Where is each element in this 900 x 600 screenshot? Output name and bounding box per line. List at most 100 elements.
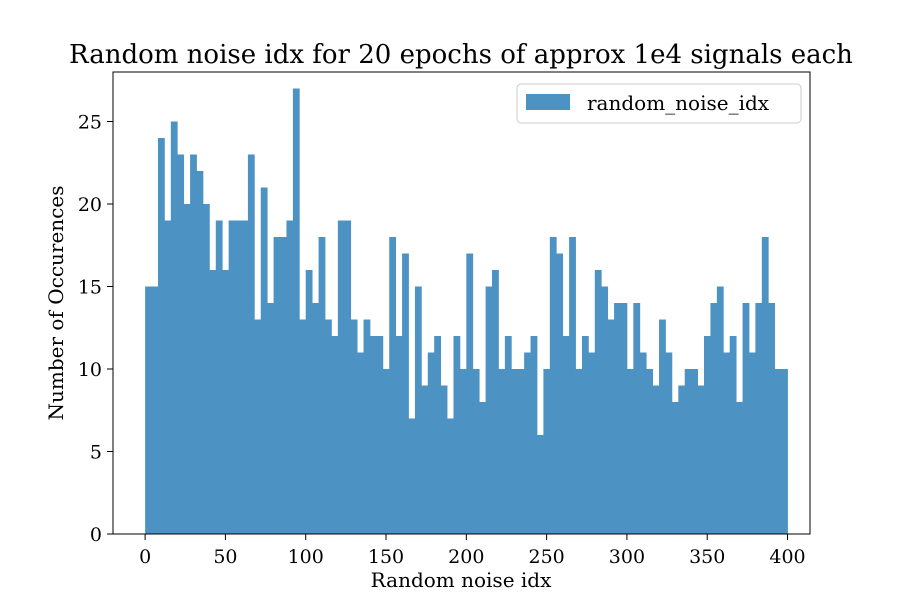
histogram-bar	[736, 402, 743, 534]
histogram-bar	[742, 303, 750, 534]
histogram-bar	[151, 286, 159, 534]
histogram-bar	[350, 319, 358, 534]
y-tick-label: 10	[78, 359, 102, 381]
x-tick-label: 200	[448, 546, 484, 568]
histogram-bar	[447, 418, 454, 534]
histogram-bar	[427, 352, 435, 534]
histogram-bar	[145, 286, 152, 534]
histogram-bar	[190, 154, 197, 534]
histogram-bar	[614, 303, 621, 534]
histogram-bar	[267, 303, 274, 534]
histogram-bar	[659, 319, 666, 534]
histogram-bar	[280, 237, 287, 534]
x-tick-label: 150	[368, 546, 404, 568]
histogram-bar	[170, 121, 178, 534]
y-tick-label: 15	[78, 277, 102, 299]
histogram-bar	[536, 435, 544, 534]
histogram-bar	[588, 352, 596, 534]
histogram-bar	[485, 286, 493, 534]
bars-group	[145, 88, 788, 534]
histogram-bar	[177, 154, 185, 534]
y-tick-label: 20	[78, 194, 102, 216]
histogram-bar	[254, 319, 262, 534]
histogram-bar	[479, 402, 486, 534]
x-tick-label: 50	[213, 546, 237, 568]
histogram-bar	[434, 336, 442, 534]
x-tick-label: 250	[528, 546, 564, 568]
chart-title: Random noise idx for 20 epochs of approx…	[69, 40, 853, 70]
histogram-bar	[581, 336, 589, 534]
histogram-bar	[440, 385, 448, 534]
histogram-bar	[530, 336, 538, 534]
histogram-bar	[164, 220, 172, 534]
histogram-bar	[504, 336, 512, 534]
histogram-bar	[652, 385, 660, 534]
histogram-bar	[376, 336, 384, 534]
histogram-bar	[215, 220, 223, 534]
x-tick-label: 0	[139, 546, 151, 568]
histogram-bar	[369, 336, 377, 534]
histogram-bar	[299, 319, 307, 534]
histogram-bar	[626, 369, 634, 534]
histogram-bar	[421, 385, 429, 534]
histogram-bar	[408, 418, 416, 534]
histogram-bar	[337, 220, 345, 534]
histogram-bar	[549, 237, 557, 534]
histogram-bar	[157, 138, 165, 534]
histogram-bar	[466, 253, 474, 534]
histogram-bar	[575, 369, 583, 534]
legend-frame	[516, 83, 802, 124]
histogram-bar	[318, 237, 326, 534]
legend-swatch	[526, 94, 570, 110]
x-axis-ticks: 0 50 100 150 200 250 300 350 400	[139, 534, 806, 568]
y-tick-label: 25	[78, 112, 102, 134]
histogram-bar	[697, 385, 705, 534]
legend: random_noise_idx	[516, 83, 802, 124]
histogram-bar	[704, 336, 711, 534]
histogram-bar	[202, 204, 210, 534]
histogram-bar	[569, 237, 576, 534]
histogram-bar	[710, 303, 718, 534]
histogram-bar	[241, 220, 249, 534]
histogram-bar	[414, 286, 422, 534]
histogram-bar	[755, 303, 763, 534]
histogram-bar	[774, 369, 782, 534]
histogram-bar	[273, 237, 281, 534]
histogram-bar	[543, 369, 551, 534]
histogram-bar	[607, 319, 615, 534]
histogram-bar	[601, 286, 609, 534]
histogram-bar	[459, 369, 467, 534]
y-tick-label: 0	[90, 524, 102, 546]
histogram-bar	[594, 270, 602, 534]
histogram-bar	[716, 286, 724, 534]
histogram-bar	[691, 369, 698, 534]
histogram-bar	[247, 154, 255, 534]
histogram-bar	[729, 336, 737, 534]
histogram-bar	[357, 352, 364, 534]
histogram-bar	[684, 369, 692, 534]
histogram-bar	[382, 369, 390, 534]
histogram-bar	[723, 352, 731, 534]
histogram-bar	[768, 303, 776, 534]
y-axis-ticks: 0 5 10 15 20 25	[78, 112, 113, 546]
histogram-bar	[363, 319, 371, 534]
histogram-bar	[453, 336, 461, 534]
histogram-bar	[344, 220, 352, 534]
histogram-bar	[761, 237, 769, 534]
histogram-bar	[665, 352, 673, 534]
histogram-bar	[222, 270, 230, 534]
x-axis-label: Random noise idx	[371, 568, 552, 592]
histogram-bar	[305, 270, 313, 534]
legend-label: random_noise_idx	[587, 91, 770, 115]
histogram-bar	[209, 270, 217, 534]
histogram-bar	[639, 352, 647, 534]
histogram-bar	[312, 303, 319, 534]
y-axis-label: Number of Occurences	[44, 186, 68, 421]
histogram-bar	[562, 336, 570, 534]
histogram-bar	[671, 402, 679, 534]
histogram-bar	[748, 352, 756, 534]
histogram-bar	[183, 204, 191, 534]
histogram-bar	[324, 319, 332, 534]
histogram-bar	[196, 171, 204, 534]
